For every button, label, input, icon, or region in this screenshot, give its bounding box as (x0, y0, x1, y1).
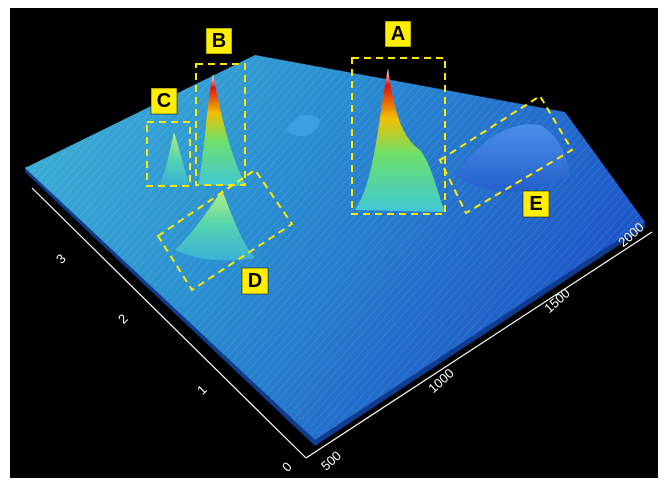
label-box (150, 87, 178, 115)
peak-e (455, 124, 570, 192)
minor-peak (285, 114, 320, 137)
label-box (384, 20, 412, 48)
y-axis (31, 187, 307, 459)
label-box (241, 267, 269, 295)
peak-c (160, 132, 190, 186)
region-box (438, 94, 574, 215)
region-label: B (212, 30, 226, 52)
region-label: E (529, 193, 542, 215)
region-label: C (157, 90, 171, 112)
region-box (146, 121, 191, 187)
region-label: D (248, 270, 262, 292)
region-label: A (391, 23, 405, 45)
label-box (205, 27, 233, 55)
region-box (195, 63, 246, 186)
peak-b (198, 74, 246, 186)
region-box (351, 57, 446, 215)
label-box (522, 190, 550, 218)
peak-d (175, 190, 255, 261)
slab-edge (25, 166, 645, 446)
peak-a (355, 68, 445, 212)
region-box (156, 168, 294, 292)
x-axis (305, 231, 653, 459)
